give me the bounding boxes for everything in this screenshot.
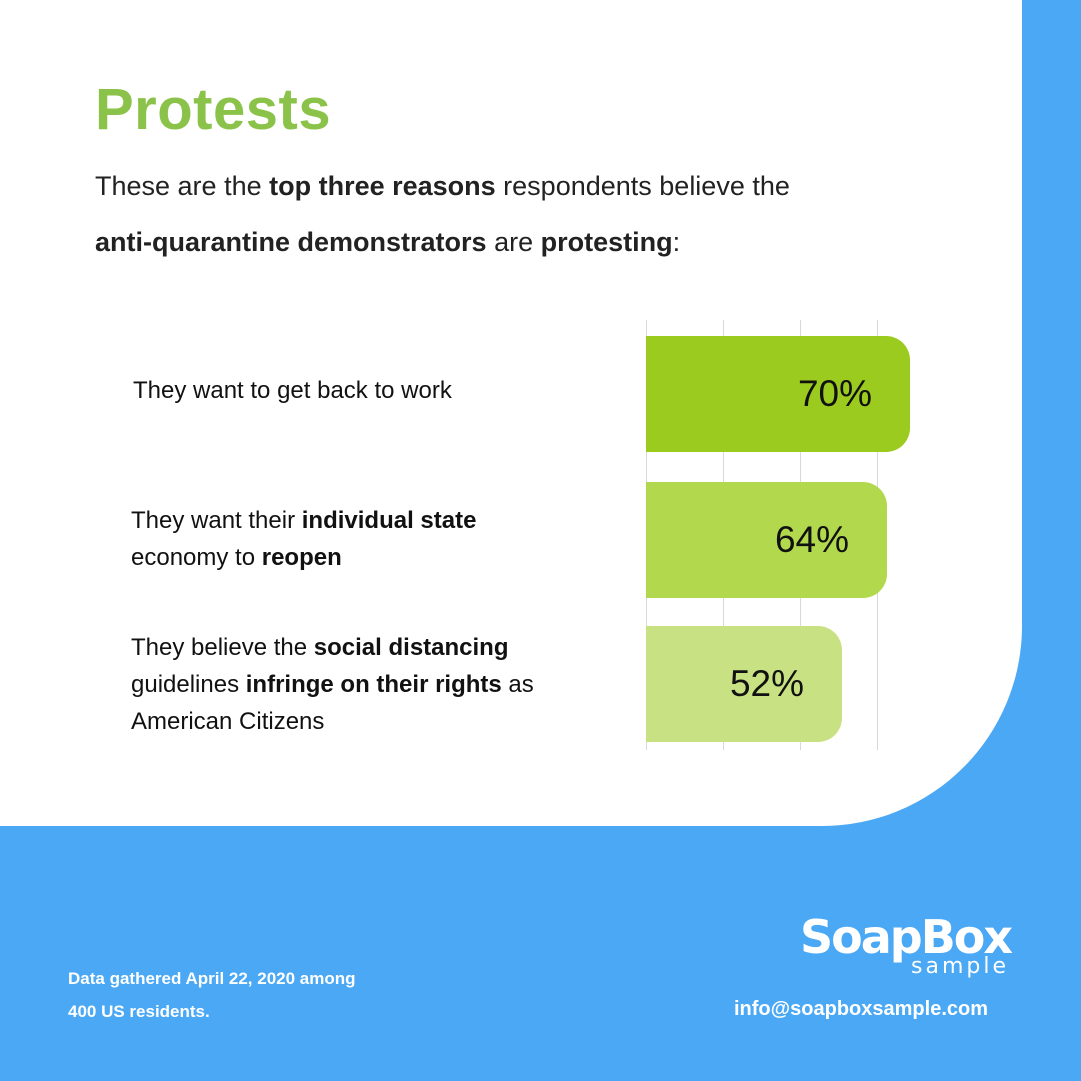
bar-label-2: They want their individual state economy… — [131, 502, 631, 576]
subtitle-emphasis: protesting — [540, 227, 673, 257]
subtitle-emphasis: top three reasons — [269, 171, 496, 201]
subtitle-text: These are the — [95, 171, 270, 201]
bar-2 — [646, 482, 887, 598]
label-text: American Citizens — [131, 708, 325, 735]
label-text: They want their — [131, 507, 302, 534]
footnote-line: Data gathered April 22, 2020 among — [68, 969, 356, 988]
bar-label-3: They believe the social distancing guide… — [131, 629, 631, 740]
label-emphasis: reopen — [261, 544, 342, 571]
footnote-line: 400 US residents. — [68, 1002, 210, 1021]
subtitle: These are the top three reasons responde… — [95, 158, 975, 270]
content-card: Protests These are the top three reasons… — [0, 0, 1022, 826]
subtitle-text: respondents believe the — [495, 171, 790, 201]
label-text: economy to — [131, 544, 262, 571]
logo-subtext: sample — [911, 954, 1010, 979]
label-emphasis: infringe on their rights — [245, 671, 502, 698]
bar-value-label-3: 52% — [729, 663, 804, 704]
subtitle-text: : — [672, 227, 681, 257]
subtitle-emphasis: anti-quarantine demonstrators — [95, 227, 487, 257]
bar-label-1: They want to get back to work — [133, 372, 633, 409]
bar-value-label-1: 70% — [797, 373, 872, 414]
label-text: They want to get back to work — [133, 377, 452, 404]
logo-wordmark: SoapBox — [800, 910, 1013, 964]
page-title: Protests — [95, 77, 332, 142]
label-text: as — [501, 671, 534, 698]
data-source-note: Data gathered April 22, 2020 among 400 U… — [68, 962, 356, 1028]
label-emphasis: individual state — [301, 507, 477, 534]
soapbox-logo: SoapBox sample — [800, 910, 1013, 979]
bar-3 — [646, 626, 842, 742]
bar-1 — [646, 336, 910, 452]
subtitle-text: are — [486, 227, 541, 257]
label-text: guidelines — [131, 671, 246, 698]
contact-email: info@soapboxsample.com — [734, 998, 988, 1020]
label-emphasis: social distancing — [313, 634, 509, 661]
label-text: They believe the — [131, 634, 314, 661]
bar-value-label-2: 64% — [774, 519, 849, 560]
